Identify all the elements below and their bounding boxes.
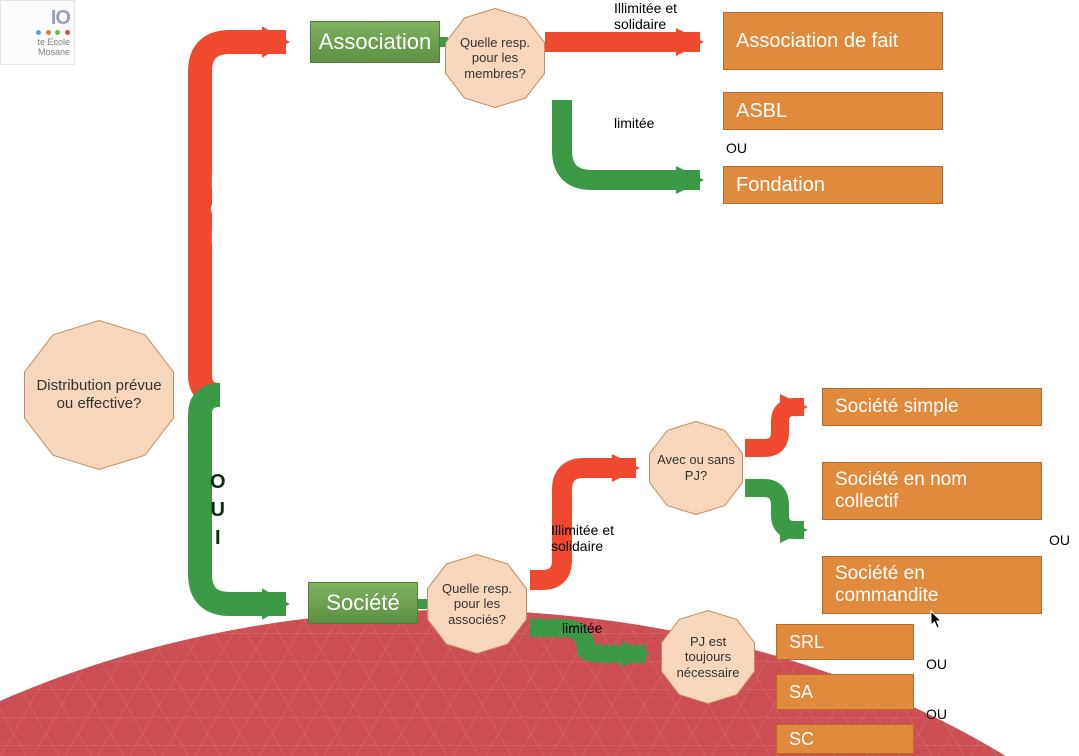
background-decor [0,610,1079,756]
arrow-pj-green [745,488,804,530]
logo-line3: Mosane [38,47,70,57]
logo-dot [36,30,41,35]
category-association: Association [310,21,440,63]
arrowhead-assoc-red [676,28,704,56]
decision-soc_q-label: Quelle resp. pour les associés? [428,555,526,653]
logo-dot [46,30,51,35]
logo-badge: IO te Ecole Mosane [0,0,75,65]
outcome-asbl: ASBL [723,92,943,130]
outcome-fondation: Fondation [723,166,943,204]
decision-pj_q: Avec ou sans PJ? [649,421,743,515]
label-limitee_top: limitée [614,115,654,131]
outcome-sc: SC [776,724,914,754]
arrowhead-non-up [262,26,290,58]
logo-dot [55,30,60,35]
label-illim_top: Illimitée et solidaire [614,0,694,32]
label-oui: OUI [210,468,230,552]
category-societe: Société [308,582,418,624]
label-ou_r1: OU [1049,532,1070,548]
outcome-soc_simple: Société simple [822,388,1042,426]
outcome-soc_nom: Société en nom collectif [822,462,1042,520]
arrowhead-pj-red [780,394,808,420]
decision-soc_q: Quelle resp. pour les associés? [427,554,527,654]
label-illim_mid: Illimitée et solidaire [551,522,631,554]
arrow-assoc-green [562,100,700,180]
logo-dot [65,30,70,35]
label-ou_r3: OU [926,706,947,722]
outcome-assoc_fait: Association de fait [723,12,943,70]
logo-dots [34,27,70,37]
label-ou_top: OU [726,140,747,156]
outcome-soc_comm: Société en commandite [822,556,1042,614]
arrow-pj-red [745,407,804,448]
logo-line1: IO [51,9,70,27]
outcome-sa: SA [776,674,914,710]
logo-line2: te Ecole [37,37,70,47]
decision-assoc_q: Quelle resp. pour les membres? [445,8,545,108]
arrowhead-assoc-green [676,166,704,194]
decision-root: Distribution prévue ou effective? [24,320,174,470]
decision-pj_q-label: Avec ou sans PJ? [650,422,742,514]
decision-assoc_q-label: Quelle resp. pour les membres? [446,9,544,107]
arrowhead-soc-red [612,454,640,482]
decision-pj_need: PJ est toujours nécessaire [661,610,755,704]
label-non: NON [210,168,230,252]
arrowhead-pj-green [780,517,808,543]
decision-root-label: Distribution prévue ou effective? [25,321,173,469]
background-decor-grid [0,610,1079,756]
decision-pj_need-label: PJ est toujours nécessaire [662,611,754,703]
outcome-srl: SRL [776,624,914,660]
label-limitee_mid: limitée [562,620,602,636]
label-ou_r2: OU [926,656,947,672]
diagram-stage: IO te Ecole Mosane Distribution prévue o… [0,0,1079,756]
